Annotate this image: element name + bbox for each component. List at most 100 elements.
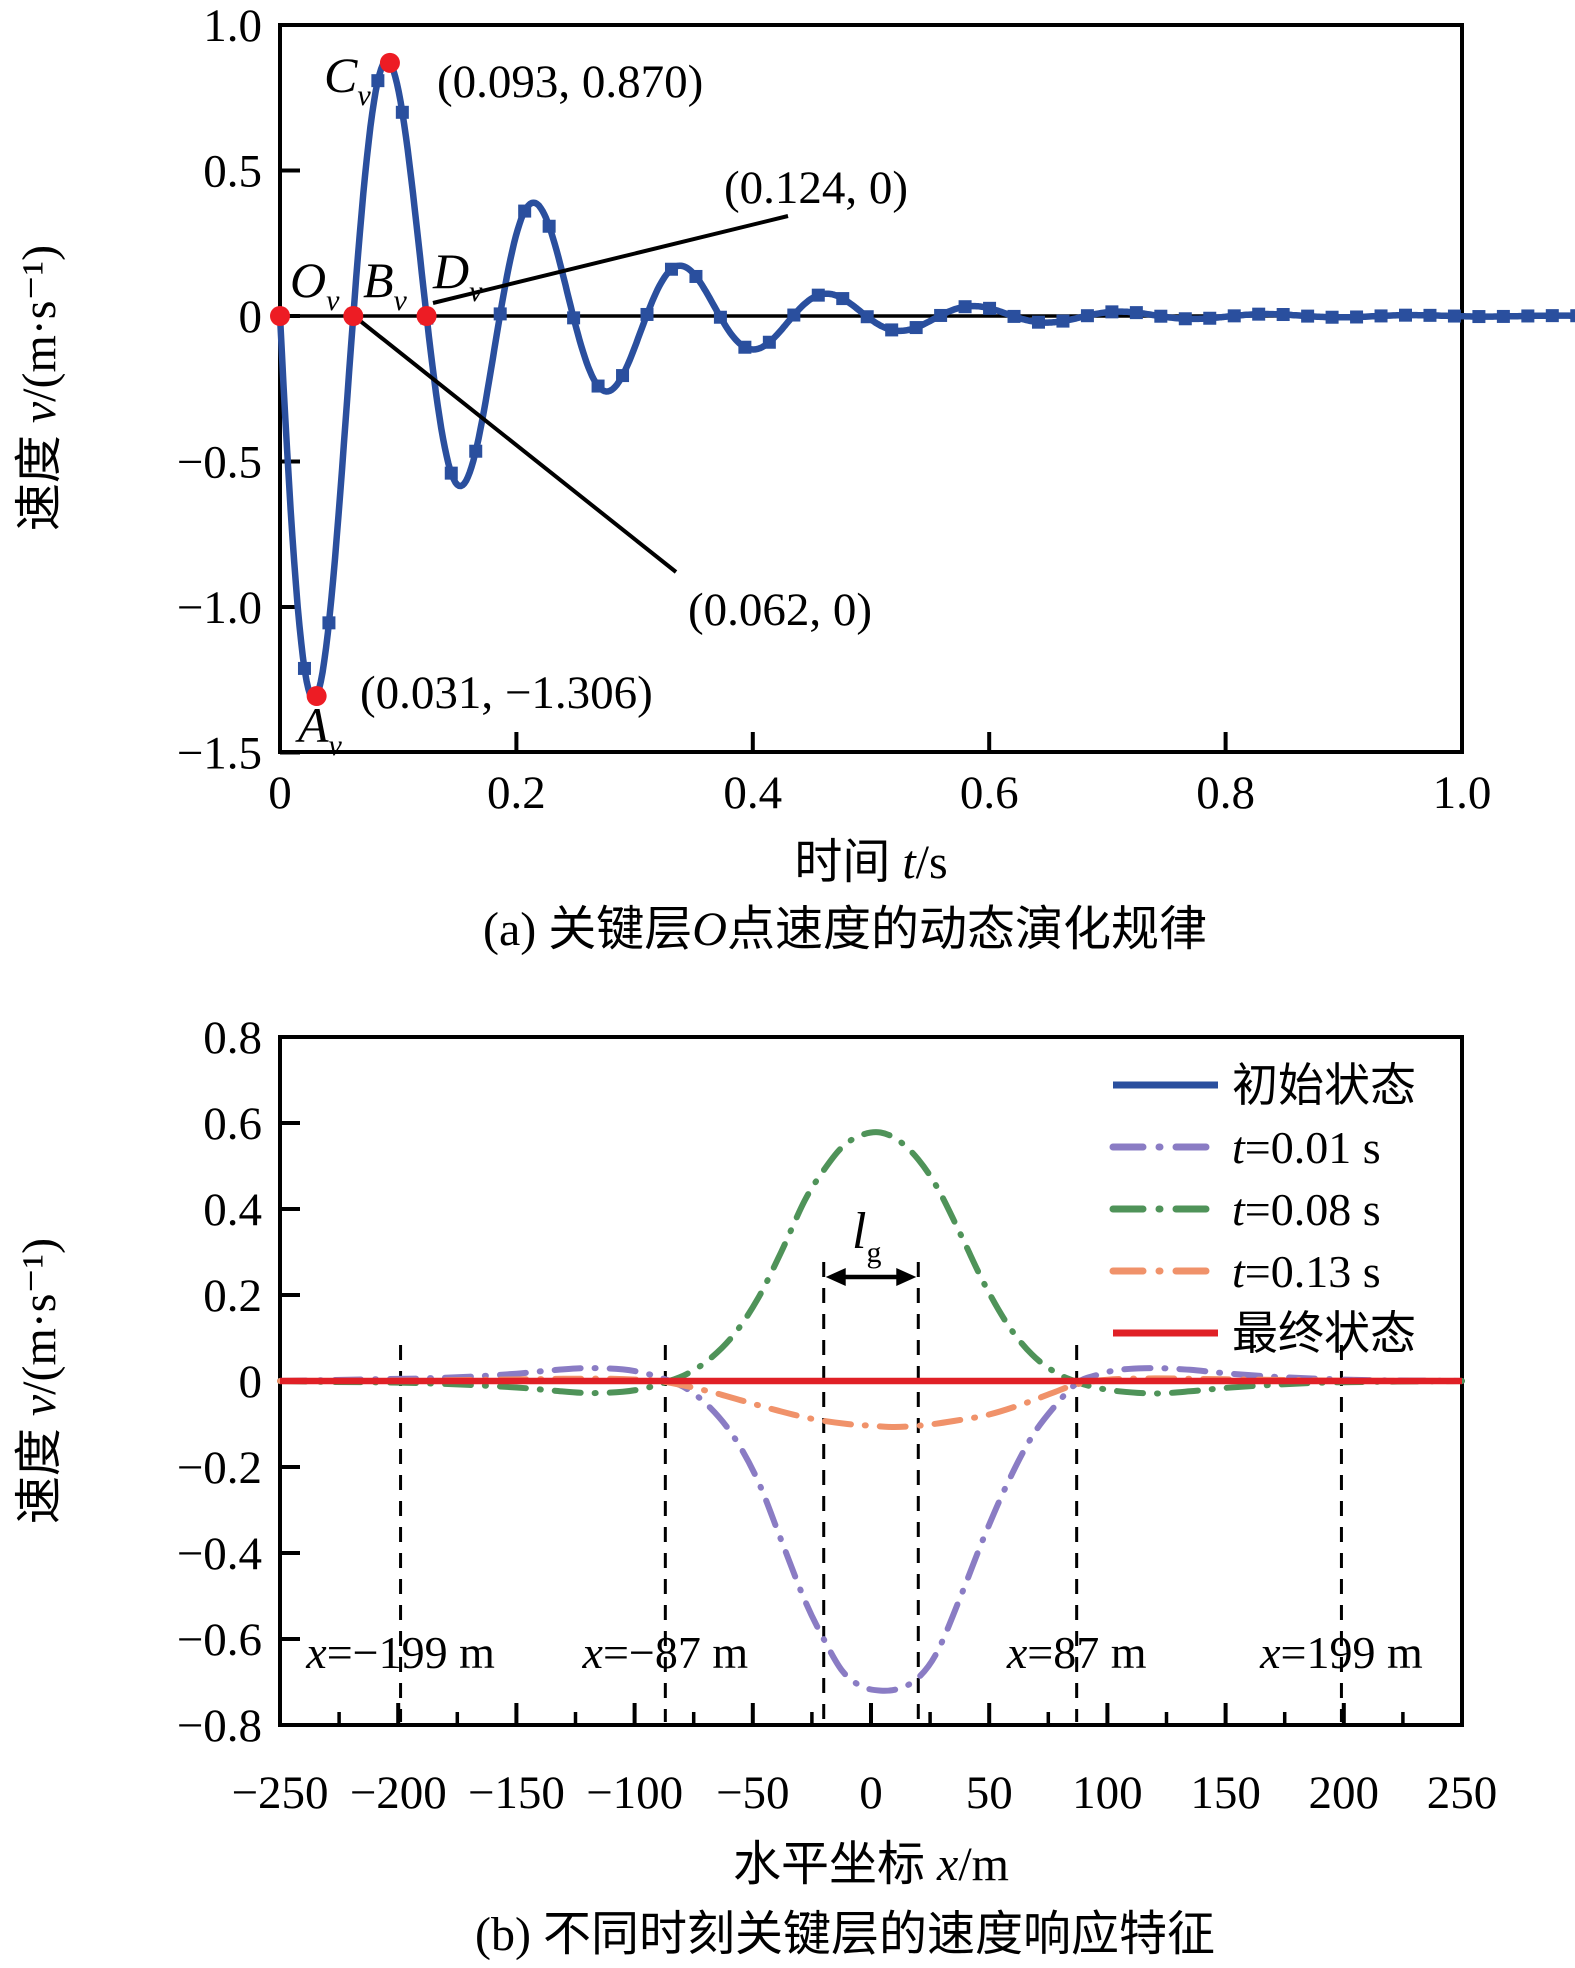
key-point-dot-o bbox=[270, 306, 290, 326]
y-tick-label-b: 0.8 bbox=[203, 1012, 262, 1064]
legend-label-1: t=0.01 s bbox=[1232, 1122, 1381, 1173]
curve-marker bbox=[616, 369, 630, 383]
leader-line-bv bbox=[357, 318, 678, 574]
key-point-dot-b bbox=[343, 306, 364, 326]
legend-item-4: 最终状态 bbox=[1113, 1308, 1416, 1359]
curve-marker bbox=[1178, 312, 1192, 326]
x-tick-label-a: 0.4 bbox=[723, 767, 782, 819]
curve-marker bbox=[689, 269, 703, 283]
x-tick-label-b: −50 bbox=[716, 1767, 790, 1819]
curve-marker bbox=[1350, 310, 1364, 324]
curve-marker bbox=[1252, 307, 1266, 321]
point-label-av: Av bbox=[295, 697, 343, 762]
curve-marker bbox=[1227, 309, 1241, 323]
axis-box-a bbox=[278, 23, 1464, 754]
curve-marker bbox=[371, 74, 385, 88]
curve-marker bbox=[1129, 306, 1143, 320]
annotation-cv-coordinates: (0.093, 0.870) bbox=[437, 56, 703, 108]
curve-marker bbox=[1080, 309, 1094, 323]
y-tick-label-a: −1.0 bbox=[177, 582, 262, 634]
curve-marker bbox=[909, 321, 923, 335]
lg-arrowhead-left bbox=[825, 1268, 846, 1286]
curve-marker bbox=[542, 219, 556, 233]
legend-label-2: t=0.08 s bbox=[1232, 1184, 1381, 1235]
point-label-ov: Ov bbox=[290, 252, 340, 317]
series-curve-1 bbox=[277, 1365, 1465, 1694]
x-tick-label-b: 100 bbox=[1072, 1767, 1143, 1819]
x-tick-label-b: −150 bbox=[468, 1767, 565, 1819]
lg-arrowhead-right bbox=[896, 1268, 917, 1286]
x-tick-label-a: 0.8 bbox=[1196, 767, 1255, 819]
curve-marker bbox=[713, 310, 727, 324]
guide-label-x87: x=87 m bbox=[1006, 1627, 1147, 1678]
curve-marker bbox=[297, 661, 311, 675]
x-tick-label-b: −200 bbox=[350, 1767, 447, 1819]
curve-marker bbox=[640, 307, 654, 321]
y-tick-label-a: 1.0 bbox=[203, 0, 262, 52]
lg-label: lg bbox=[852, 1203, 881, 1269]
legend-label-0: 初始状态 bbox=[1232, 1060, 1416, 1111]
curve-marker bbox=[322, 616, 336, 630]
legend-item-1: t=0.01 s bbox=[1109, 1122, 1381, 1173]
x-tick-label-b: −250 bbox=[231, 1767, 328, 1819]
curve-marker bbox=[1374, 309, 1388, 323]
curve-marker bbox=[958, 300, 972, 314]
x-tick-label-a: 0.6 bbox=[960, 767, 1019, 819]
x-tick-label-a: 0.2 bbox=[487, 767, 546, 819]
annotation-bv-coordinates: (0.062, 0) bbox=[688, 584, 872, 636]
velocity-curve bbox=[276, 57, 1575, 703]
guide-label-x199: x=199 m bbox=[1259, 1627, 1423, 1678]
curve-marker bbox=[1545, 309, 1559, 323]
curve-marker bbox=[395, 105, 409, 119]
y-tick-label-b: 0.2 bbox=[203, 1270, 262, 1322]
curve-marker bbox=[664, 262, 678, 276]
legend-item-0: 初始状态 bbox=[1113, 1060, 1416, 1111]
panel-b-velocity-position-chart: −250 −200 −150 −100 −50 0 50 100 150 200 250 0.8 0.6… bbox=[13, 1012, 1497, 1961]
curve-marker bbox=[518, 204, 532, 218]
legend-item-2: t=0.08 s bbox=[1109, 1184, 1381, 1235]
curve-marker bbox=[1325, 310, 1339, 324]
x-tick-label-b: 50 bbox=[966, 1767, 1013, 1819]
series-curve-2 bbox=[277, 1129, 1465, 1397]
curve-marker bbox=[1056, 314, 1070, 328]
point-label-cv: Cv bbox=[324, 47, 371, 112]
curve-marker bbox=[1007, 309, 1021, 323]
curve-marker bbox=[1399, 308, 1413, 322]
x-tick-label-b: −100 bbox=[586, 1767, 683, 1819]
y-tick-label-a: −0.5 bbox=[177, 437, 262, 489]
curve-marker bbox=[1276, 308, 1290, 322]
curve-marker bbox=[469, 444, 483, 458]
y-axis-label-b: 速度 v/(m·s⁻¹) bbox=[13, 1238, 66, 1524]
x-tick-label-a: 1.0 bbox=[1433, 767, 1492, 819]
curve-marker bbox=[983, 301, 997, 315]
legend-label-4: 最终状态 bbox=[1232, 1308, 1416, 1359]
y-axis-label-a: 速度 v/(m·s⁻¹) bbox=[13, 245, 66, 531]
curve-marker bbox=[885, 323, 899, 337]
curve-marker bbox=[1105, 305, 1119, 319]
curve-marker bbox=[811, 288, 825, 302]
legend-item-3: t=0.13 s bbox=[1109, 1246, 1381, 1297]
curve-marker bbox=[1447, 309, 1461, 323]
x-tick-label-b: 150 bbox=[1190, 1767, 1261, 1819]
y-tick-label-b: 0.4 bbox=[203, 1184, 262, 1236]
y-tick-label-b: −0.8 bbox=[177, 1700, 262, 1752]
x-axis-label-a: 时间 t/s bbox=[794, 836, 947, 889]
key-point-dot-c bbox=[379, 52, 400, 73]
leader-line-dv bbox=[432, 214, 789, 305]
key-point-dot-d bbox=[416, 306, 437, 326]
x-tick-label-b: 200 bbox=[1309, 1767, 1380, 1819]
curve-marker bbox=[1301, 309, 1315, 323]
curve-marker bbox=[1521, 309, 1535, 323]
y-tick-label-a: 0.5 bbox=[203, 146, 262, 198]
y-tick-label-a: −1.5 bbox=[177, 728, 262, 780]
curve-marker bbox=[1496, 309, 1510, 323]
curve-marker bbox=[787, 308, 801, 322]
caption-a: (a) 关键层O点速度的动态演化规律 bbox=[483, 903, 1207, 956]
curve-marker bbox=[1570, 309, 1575, 323]
annotation-dv-coordinates: (0.124, 0) bbox=[724, 162, 908, 214]
caption-b: (b) 不同时刻关键层的速度响应特征 bbox=[475, 1908, 1215, 1961]
x-tick-label-b: 0 bbox=[859, 1767, 883, 1819]
curve-marker bbox=[567, 311, 581, 325]
y-tick-label-b: −0.4 bbox=[177, 1528, 262, 1580]
